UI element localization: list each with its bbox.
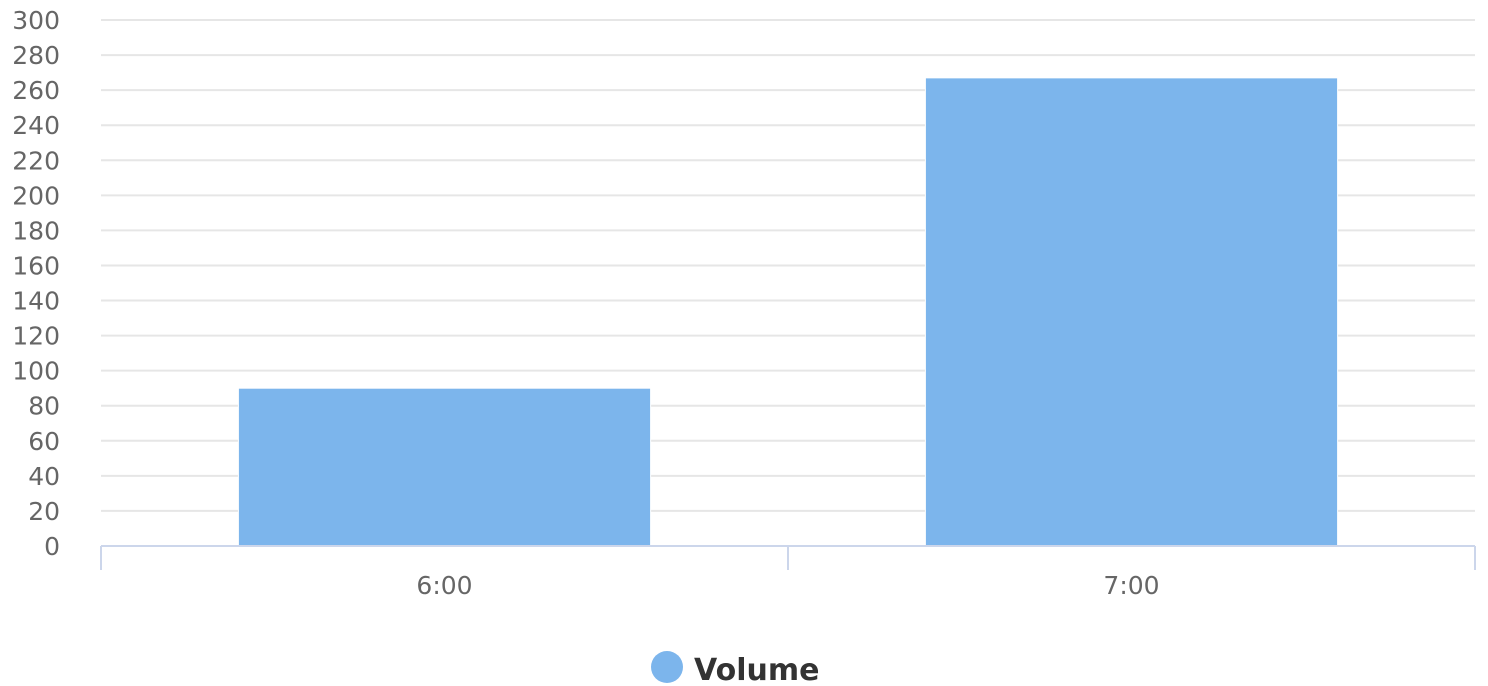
y-tick-label: 300 xyxy=(12,6,60,35)
bar-7-00[interactable] xyxy=(924,77,1339,547)
y-tick-label: 140 xyxy=(12,287,60,316)
y-tick-label: 60 xyxy=(28,427,60,456)
x-axis-tick-labels: 6:00 7:00 xyxy=(416,571,1159,600)
y-tick-label: 280 xyxy=(12,41,60,70)
x-axis xyxy=(100,545,1476,570)
y-tick-label: 180 xyxy=(12,216,60,245)
y-tick-label: 240 xyxy=(12,111,60,140)
y-tick-label: 20 xyxy=(28,497,60,526)
y-tick-label: 200 xyxy=(12,181,60,210)
x-tick-label: 6:00 xyxy=(416,571,472,600)
y-axis-tick-labels: 0 20 40 60 80 100 120 140 160 180 200 220 240 260 280 3… xyxy=(12,6,60,561)
y-tick-label: 160 xyxy=(12,251,60,280)
legend-marker-volume[interactable] xyxy=(651,651,683,683)
y-tick-label: 80 xyxy=(28,392,60,421)
x-tick-label: 7:00 xyxy=(1103,571,1159,600)
y-tick-label: 120 xyxy=(12,322,60,351)
y-tick-label: 100 xyxy=(12,357,60,386)
y-tick-label: 0 xyxy=(44,532,60,561)
bar-6-00[interactable] xyxy=(237,387,652,547)
legend-label-volume[interactable]: Volume xyxy=(694,653,819,686)
bars xyxy=(237,77,1339,547)
legend[interactable]: Volume xyxy=(651,651,819,686)
y-tick-label: 260 xyxy=(12,76,60,105)
y-tick-label: 220 xyxy=(12,146,60,175)
y-tick-label: 40 xyxy=(28,462,60,491)
